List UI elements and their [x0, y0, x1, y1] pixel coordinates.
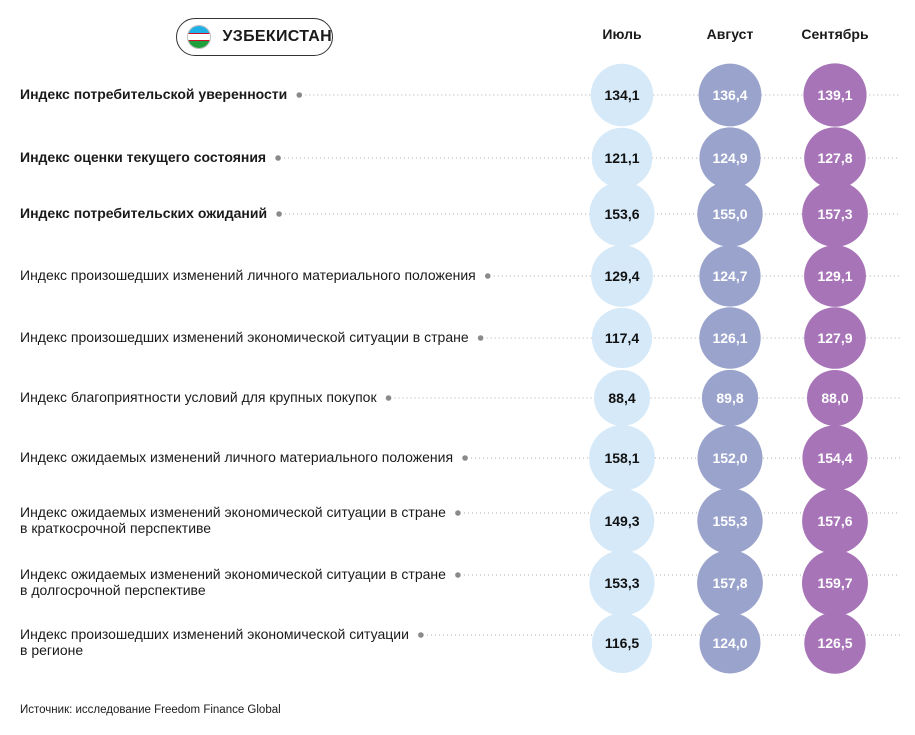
bubble-value-label: 117,4 — [605, 330, 639, 346]
bubble — [592, 613, 652, 673]
row-label: Индекс потребительских ожиданий — [20, 205, 268, 221]
bubble-value-label: 88,4 — [608, 390, 635, 406]
row-label: Индекс произошедших изменений экономичес… — [20, 329, 469, 345]
row-label: Индекс ожидаемых изменений экономической… — [20, 566, 446, 598]
bubble — [701, 369, 759, 427]
bubble-value-label: 153,3 — [604, 575, 639, 591]
bubble — [803, 63, 867, 127]
row-label: Индекс ожидаемых изменений экономической… — [20, 504, 446, 536]
bubble — [591, 307, 653, 369]
bubble — [697, 488, 763, 554]
bubble-value-label: 127,8 — [817, 150, 852, 166]
bubble-value-label: 129,4 — [604, 268, 639, 284]
bubble-value-label: 157,3 — [817, 206, 852, 222]
bubble — [802, 425, 868, 491]
bubble — [591, 127, 653, 189]
bubble-value-label: 127,9 — [817, 330, 852, 346]
bubble — [589, 488, 655, 554]
bubble — [697, 550, 763, 616]
row-label: Индекс благоприятности условий для крупн… — [20, 389, 377, 405]
row-marker-dot — [296, 92, 303, 98]
bubble — [697, 425, 763, 491]
bubble-value-label: 139,1 — [817, 87, 852, 103]
bubble — [697, 181, 763, 247]
row-label: Индекс оценки текущего состояния — [20, 149, 267, 165]
bubble — [802, 181, 868, 247]
row-marker-dot — [484, 273, 491, 279]
bubble-value-label: 136,4 — [712, 87, 747, 103]
bubble — [699, 307, 761, 369]
bubble-value-label: 157,8 — [712, 575, 747, 591]
bubble-value-label: 88,0 — [821, 390, 848, 406]
row-marker-dot — [275, 155, 281, 161]
bubble-value-label: 155,3 — [712, 513, 747, 529]
row-marker-dot — [462, 455, 468, 461]
bubble — [589, 181, 655, 247]
row-label: Индекс произошедших изменений экономичес… — [20, 626, 409, 658]
bubble-value-label: 116,5 — [605, 635, 639, 651]
row-marker-dot — [385, 395, 392, 401]
column-header-september: Сентябрь — [801, 26, 869, 42]
bubble-value-label: 89,8 — [716, 390, 743, 406]
bubble — [804, 127, 866, 189]
bubble — [589, 550, 655, 616]
row-marker-dot — [477, 335, 484, 341]
row-marker-dot — [276, 211, 282, 217]
bubble — [698, 63, 762, 127]
bubble-value-label: 126,1 — [712, 330, 747, 346]
bubble-value-label: 126,5 — [817, 635, 852, 651]
bubble — [699, 245, 761, 307]
source-note: Источник: исследование Freedom Finance G… — [20, 704, 281, 716]
bubble — [590, 63, 654, 127]
country-badge: УЗБЕКИСТАН — [176, 18, 333, 56]
uzbekistan-flag-icon — [187, 25, 211, 49]
bubble-value-label: 154,4 — [817, 450, 852, 466]
bubble — [699, 612, 761, 674]
bubble-value-label: 124,0 — [712, 635, 747, 651]
bubble-value-label: 121,1 — [604, 150, 639, 166]
bubble — [594, 370, 650, 426]
bubble — [807, 370, 863, 426]
bubble — [589, 425, 655, 491]
bubble — [802, 488, 868, 554]
column-header-august: Август — [706, 26, 754, 42]
bubble-value-label: 124,7 — [712, 268, 747, 284]
row-label: Индекс ожидаемых изменений личного матер… — [20, 449, 454, 465]
row-label: Индекс потребительской уверенности — [20, 86, 288, 102]
bubble-value-label: 158,1 — [604, 450, 639, 466]
country-name: УЗБЕКИСТАН — [222, 28, 332, 45]
bubble — [699, 127, 761, 189]
bubble-value-label: 129,1 — [817, 268, 852, 284]
bubble-value-label: 124,9 — [712, 150, 747, 166]
bubble — [804, 307, 866, 369]
bubble — [591, 245, 653, 307]
bubble — [802, 550, 868, 616]
bubble-value-label: 155,0 — [712, 206, 747, 222]
bubble-value-label: 134,1 — [604, 87, 639, 103]
bubble-value-label: 157,6 — [817, 513, 852, 529]
column-header-july: Июль — [602, 26, 642, 42]
bubble-value-label: 152,0 — [712, 450, 747, 466]
bubble — [804, 245, 866, 307]
row-marker-dot — [455, 510, 461, 516]
row-marker-dot — [455, 572, 461, 578]
bubble-value-label: 153,6 — [604, 206, 639, 222]
row-label: Индекс произошедших изменений личного ма… — [20, 267, 476, 283]
bubble — [804, 612, 866, 674]
bubble-value-label: 149,3 — [604, 513, 639, 529]
bubble-value-label: 159,7 — [817, 575, 852, 591]
row-marker-dot — [418, 632, 424, 638]
